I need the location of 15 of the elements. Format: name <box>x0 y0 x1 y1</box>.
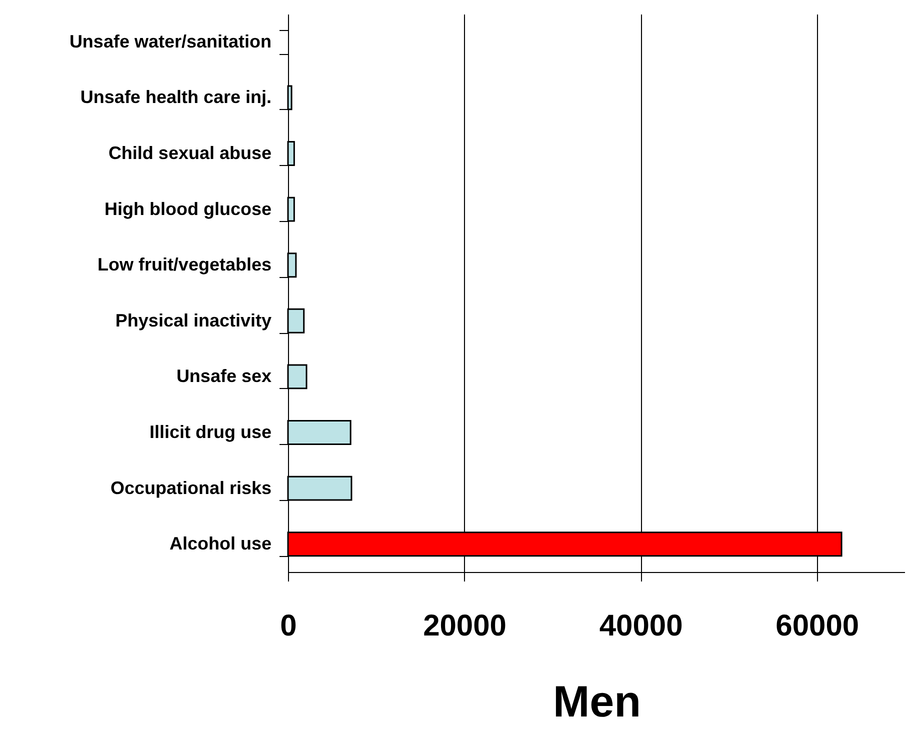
y-tick-label: Child sexual abuse <box>108 143 272 163</box>
y-tick-label: Illicit drug use <box>149 422 272 442</box>
x-tick-label: 40000 <box>599 610 683 642</box>
y-tick-label: Physical inactivity <box>115 310 272 330</box>
x-tick-label: 20000 <box>423 610 507 642</box>
x-tick-label: 60000 <box>776 610 860 642</box>
x-tick-label: 0 <box>280 610 297 642</box>
x-axis-title: Men <box>553 678 641 726</box>
y-tick-label: Alcohol use <box>169 534 272 554</box>
y-tick-label: Unsafe water/sanitation <box>69 31 272 52</box>
y-tick-label: Unsafe sex <box>176 366 272 386</box>
y-tick-label: Occupational risks <box>110 478 272 498</box>
y-tick-label: High blood glucose <box>104 198 272 219</box>
y-tick-label: Low fruit/vegetables <box>97 254 272 275</box>
y-tick-label: Unsafe health care inj. <box>80 87 272 108</box>
